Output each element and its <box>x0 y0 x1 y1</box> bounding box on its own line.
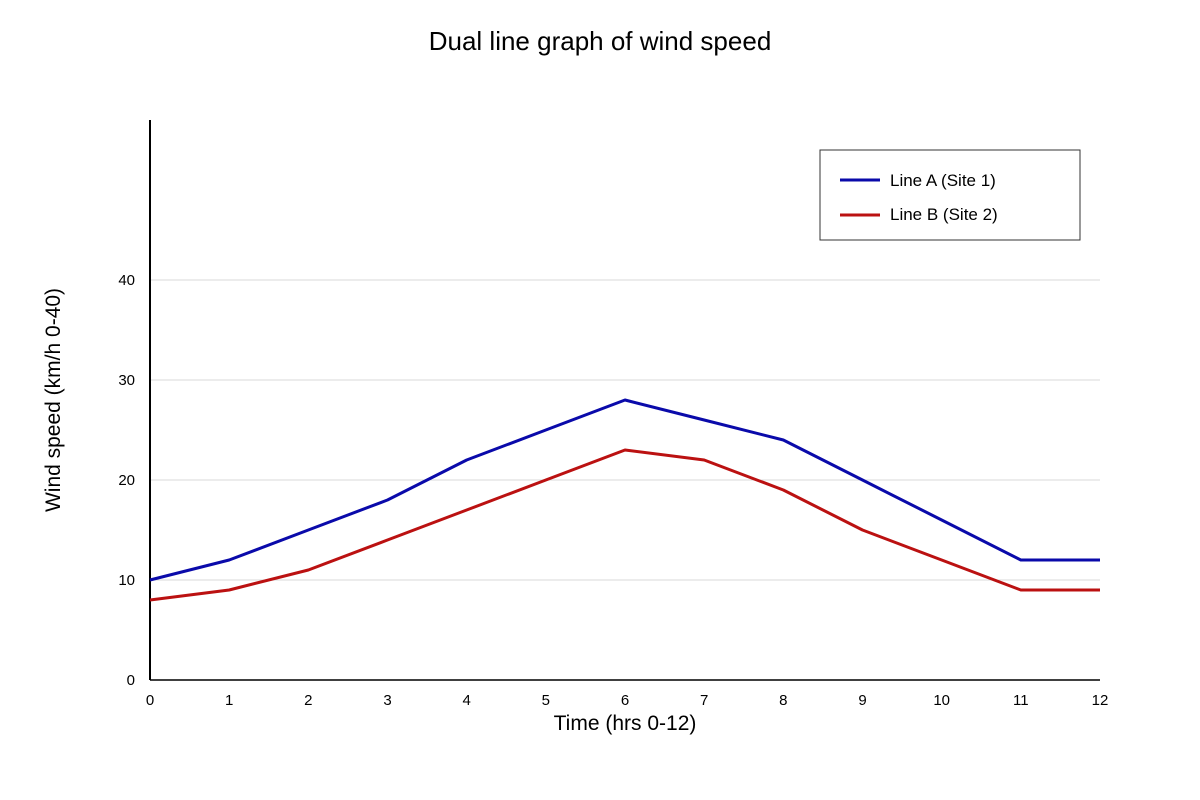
x-axis-label: Time (hrs 0-12) <box>554 712 697 735</box>
y-tick-labels: 0 10 20 30 40 <box>118 272 135 689</box>
legend-box <box>819 149 1081 241</box>
x-tick-label: 3 <box>383 692 391 709</box>
x-tick-labels: 0 1 2 3 4 5 6 7 8 9 10 11 12 <box>146 692 1109 709</box>
y-tick-label: 20 <box>118 472 135 489</box>
y-axis-label: Wind speed (km/h 0-40) <box>42 288 65 512</box>
x-tick-label: 6 <box>621 692 629 709</box>
x-tick-label: 4 <box>462 692 470 709</box>
x-tick-label: 10 <box>933 692 950 709</box>
x-tick-label: 0 <box>146 692 154 709</box>
x-tick-label: 1 <box>225 692 233 709</box>
x-tick-label: 2 <box>304 692 312 709</box>
legend-entry-line-b: Line B (Site 2) <box>890 205 998 224</box>
x-tick-label: 11 <box>1013 692 1029 709</box>
x-tick-label: 9 <box>858 692 866 709</box>
chart-title: Dual line graph of wind speed <box>429 26 772 56</box>
x-tick-label: 5 <box>542 692 550 709</box>
series-line-a <box>149 398 1100 582</box>
y-tick-label: 0 <box>127 672 135 689</box>
legend-entry-line-a: Line A (Site 1) <box>890 171 996 190</box>
y-tick-label: 10 <box>118 572 135 589</box>
x-tick-label: 7 <box>700 692 708 709</box>
series-line-b <box>149 448 1100 602</box>
series-lines <box>149 398 1100 602</box>
y-tick-label: 40 <box>118 272 135 289</box>
gridlines <box>150 279 1100 581</box>
x-tick-label: 12 <box>1092 692 1109 709</box>
y-tick-label: 30 <box>118 372 135 389</box>
x-tick-label: 8 <box>779 692 787 709</box>
legend: Line A (Site 1) Line B (Site 2) <box>819 149 1081 241</box>
